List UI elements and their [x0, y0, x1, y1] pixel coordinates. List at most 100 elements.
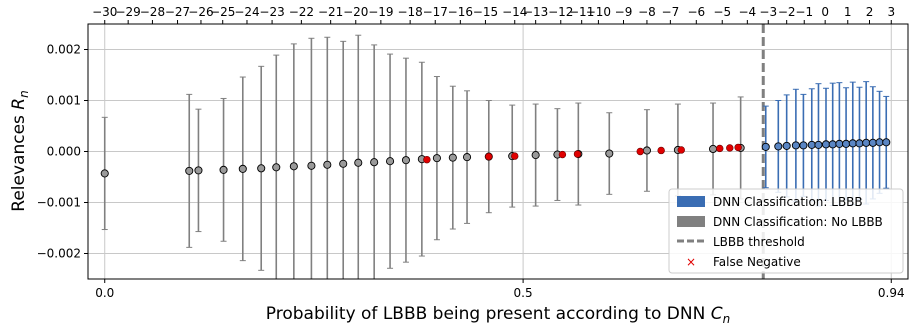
data-point	[882, 138, 891, 147]
data-point	[185, 166, 194, 175]
top-tick-label: −12	[548, 5, 573, 19]
data-point	[272, 163, 281, 172]
x-tick-label: 0.5	[514, 286, 533, 300]
top-tick-label: −8	[638, 5, 656, 19]
data-point	[323, 160, 332, 169]
y-tick-label: 0.000	[47, 145, 81, 159]
x-axis-label: Probability of LBBB being present accord…	[266, 304, 730, 326]
data-point	[862, 138, 871, 147]
data-point	[194, 166, 203, 175]
top-tick-label: −25	[210, 5, 235, 19]
data-point	[432, 154, 441, 163]
legend-marker-false-negative: ×	[686, 255, 696, 269]
false-negative-point	[485, 152, 493, 161]
data-point	[307, 161, 316, 170]
legend-box	[668, 188, 904, 274]
data-points	[100, 138, 891, 178]
top-tick-label: −20	[343, 5, 368, 19]
data-point	[642, 146, 651, 155]
top-tick-label: −15	[473, 5, 498, 19]
data-point	[774, 142, 783, 151]
top-tick-label: −28	[140, 5, 165, 19]
top-tick-label: −14	[502, 5, 527, 19]
top-tick-label: −24	[234, 5, 259, 19]
data-point	[257, 164, 266, 173]
top-tick-label: −5	[713, 5, 731, 19]
x-tick-label: 0.94	[878, 286, 905, 300]
data-point	[100, 169, 109, 178]
top-tick-label: −1	[795, 5, 813, 19]
legend-label-threshold: LBBB threshold	[713, 235, 805, 249]
x-tick-label: 0.0	[95, 286, 114, 300]
legend: DNN Classification: LBBB DNN Classificat…	[668, 188, 904, 274]
top-tick-label: −17	[423, 5, 448, 19]
data-point	[782, 141, 791, 150]
data-point	[842, 139, 851, 148]
data-point	[761, 142, 770, 151]
false-negative-point	[734, 143, 742, 152]
x-axis: 0.0 0.5 0.94	[95, 279, 905, 300]
top-tick-label: −7	[662, 5, 680, 19]
false-negative-point	[511, 152, 519, 160]
false-negative-point	[677, 146, 685, 154]
top-tick-label: −30	[92, 5, 117, 19]
data-point	[605, 149, 614, 158]
top-tick-label: −21	[318, 5, 343, 19]
data-point	[448, 153, 457, 162]
false-negative-point	[657, 146, 665, 155]
data-point	[791, 141, 800, 150]
top-tick-label: −29	[115, 5, 140, 19]
top-tick-label: −6	[687, 5, 705, 19]
data-point	[835, 139, 844, 148]
data-point	[828, 140, 837, 149]
false-negative-point	[716, 144, 724, 153]
data-point	[354, 158, 363, 167]
top-tick-label: −13	[523, 5, 548, 19]
top-tick-label: −11	[569, 5, 594, 19]
data-point	[807, 140, 816, 149]
top-tick-label: −22	[289, 5, 314, 19]
legend-label-no-lbbb: DNN Classification: No LBBB	[713, 215, 883, 229]
data-point	[339, 159, 348, 168]
false-negative-point	[573, 150, 582, 158]
top-tick-label: −16	[448, 5, 473, 19]
top-tick-label: 2	[866, 5, 874, 19]
top-tick-label: −27	[165, 5, 190, 19]
top-tick-label: −9	[615, 5, 633, 19]
data-point	[370, 158, 379, 167]
top-tick-label: −10	[586, 5, 611, 19]
legend-swatch-no-lbbb	[677, 216, 705, 227]
top-tick-label: 0	[821, 5, 829, 19]
top-axis: −30−29−28 −27−26−25−24 −23 −22 −21 −20 −19 −18−…	[92, 5, 895, 24]
top-tick-label: −2	[778, 5, 796, 19]
top-tick-label: −18	[397, 5, 422, 19]
y-tick-label: 0.001	[47, 94, 81, 108]
data-point	[708, 144, 718, 153]
false-negative-point	[636, 147, 644, 156]
data-point	[814, 140, 823, 149]
data-point	[799, 141, 808, 150]
data-point	[401, 156, 411, 165]
top-tick-label: −4	[738, 5, 756, 19]
false-negative-point	[423, 155, 431, 164]
top-tick-label: −23	[259, 5, 284, 19]
y-axis: 0.002 0.001 0.000 −0.001 −0.002	[37, 43, 88, 261]
data-point	[238, 164, 247, 173]
top-tick-label: −3	[759, 5, 777, 19]
data-point	[855, 139, 864, 148]
data-point	[462, 153, 472, 162]
y-tick-label: 0.002	[47, 43, 81, 57]
top-tick-label: 1	[844, 5, 852, 19]
data-point	[289, 162, 298, 171]
top-tick-label: −19	[368, 5, 393, 19]
legend-label-lbbb: DNN Classification: LBBB	[713, 195, 863, 209]
y-tick-label: −0.002	[37, 247, 81, 261]
top-tick-label: −26	[188, 5, 213, 19]
y-tick-label: −0.001	[37, 196, 81, 210]
legend-label-false-negative: False Negative	[713, 255, 801, 269]
data-point	[868, 138, 877, 147]
y-axis-label: Relevances Rn	[9, 90, 31, 211]
data-point	[848, 139, 857, 148]
data-point	[821, 140, 831, 149]
